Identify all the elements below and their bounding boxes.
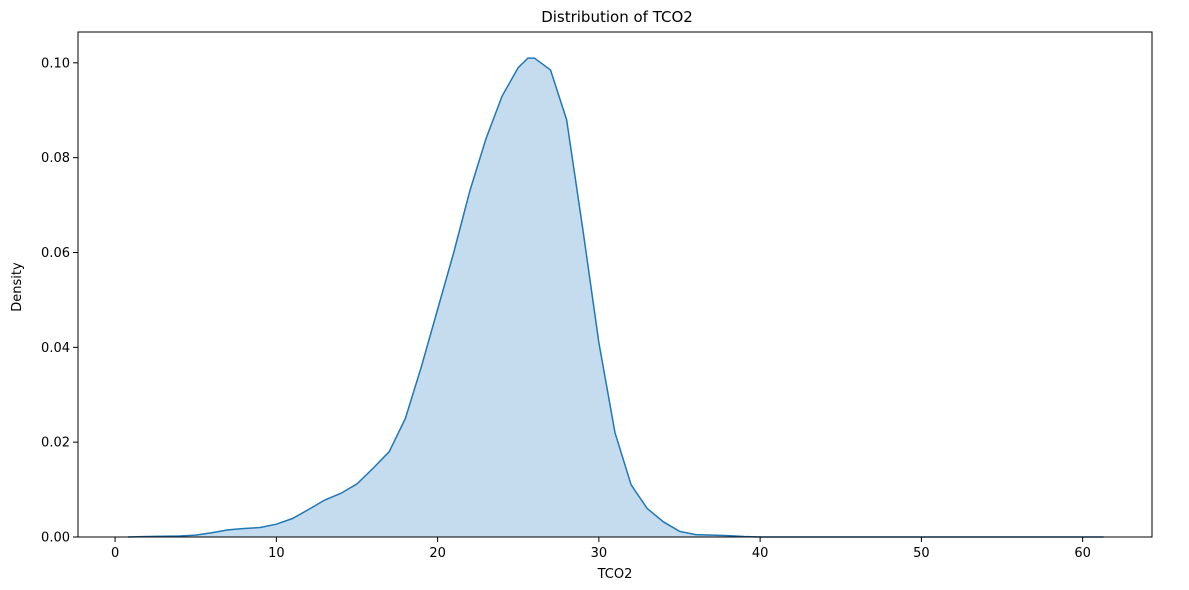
plot-area xyxy=(127,57,1104,538)
y-tick-label: 0.00 xyxy=(41,531,70,546)
x-tick-label: 20 xyxy=(429,546,446,561)
y-tick-label: 0.06 xyxy=(41,246,70,261)
y-axis-label: Density xyxy=(10,262,25,312)
x-axis-ticks: 0 10 20 30 40 50 60 xyxy=(111,537,1091,561)
x-tick-label: 50 xyxy=(913,546,930,561)
x-axis-label: TCO2 xyxy=(597,567,633,582)
y-tick-label: 0.08 xyxy=(41,151,70,166)
y-tick-label: 0.10 xyxy=(41,56,70,71)
x-tick-label: 0 xyxy=(111,546,119,561)
y-axis-ticks: 0.00 0.02 0.04 0.06 0.08 0.10 xyxy=(41,56,78,546)
x-tick-label: 60 xyxy=(1074,546,1091,561)
y-tick-label: 0.02 xyxy=(41,436,70,451)
density-line xyxy=(127,57,1104,538)
x-tick-label: 40 xyxy=(752,546,769,561)
chart-title: Distribution of TCO2 xyxy=(541,8,693,26)
y-tick-label: 0.04 xyxy=(41,341,70,356)
density-area xyxy=(127,58,1104,537)
plot-frame xyxy=(77,31,1153,538)
x-tick-label: 10 xyxy=(268,546,285,561)
x-tick-label: 30 xyxy=(591,546,608,561)
